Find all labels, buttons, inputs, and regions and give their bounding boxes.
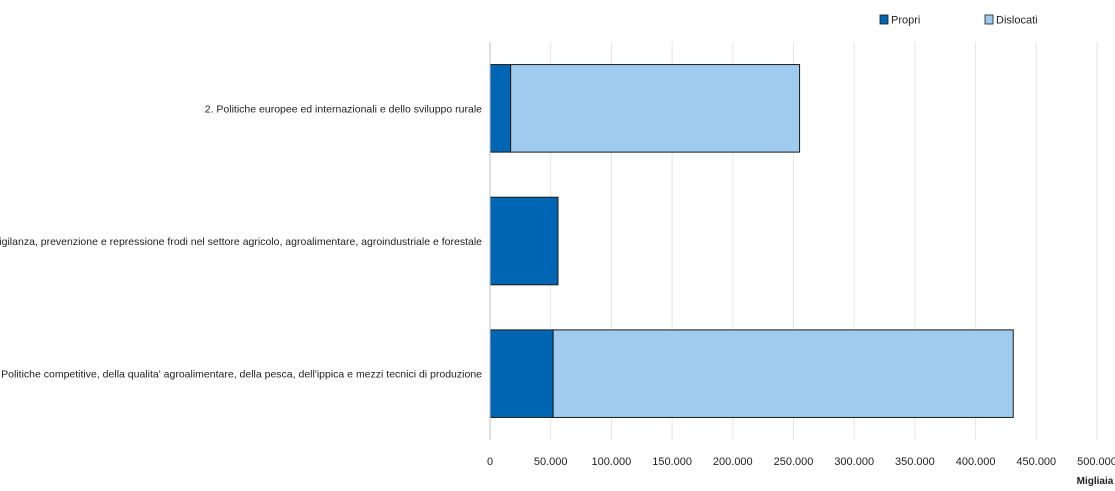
x-tick-label: 150.000 [652,456,692,468]
category-label: 6. Politiche competitive, della qualita'… [0,369,482,381]
x-unit-label: Migliaia [1077,476,1114,487]
x-tick-label: 500.000 [1077,456,1115,468]
legend-label-dislocati: Dislocati [996,15,1038,27]
legend-swatch-dislocati [984,14,994,25]
bar-dislocati-3 [552,329,1014,418]
bar-propri-3 [489,329,554,418]
x-tick-label: 450.000 [1016,456,1056,468]
x-tick-label: 250.000 [774,456,814,468]
bar-propri-1 [489,64,512,153]
bars [489,64,1014,418]
x-tick-label: 100.000 [592,456,632,468]
x-tick-label: 350.000 [895,456,935,468]
x-tick-label: 300.000 [834,456,874,468]
legend: Propri Dislocati [879,14,1038,27]
x-tick-label: 400.000 [956,456,996,468]
legend-label-propri: Propri [891,15,920,27]
category-label: 2. Politiche europee ed internazionali e… [205,103,482,115]
x-tick-label: 50.000 [534,456,568,468]
legend-swatch-propri [879,14,889,25]
x-tick-label: 200.000 [713,456,753,468]
x-tick-label: 0 [487,456,493,468]
bar-propri-2 [489,196,559,286]
bar-dislocati-1 [510,64,801,153]
axes: 0 50.000 100.000 150.000 200.000 250.000 300.0… [0,42,1115,487]
category-label: 5. Vigilanza, prevenzione e repressione … [0,236,482,248]
